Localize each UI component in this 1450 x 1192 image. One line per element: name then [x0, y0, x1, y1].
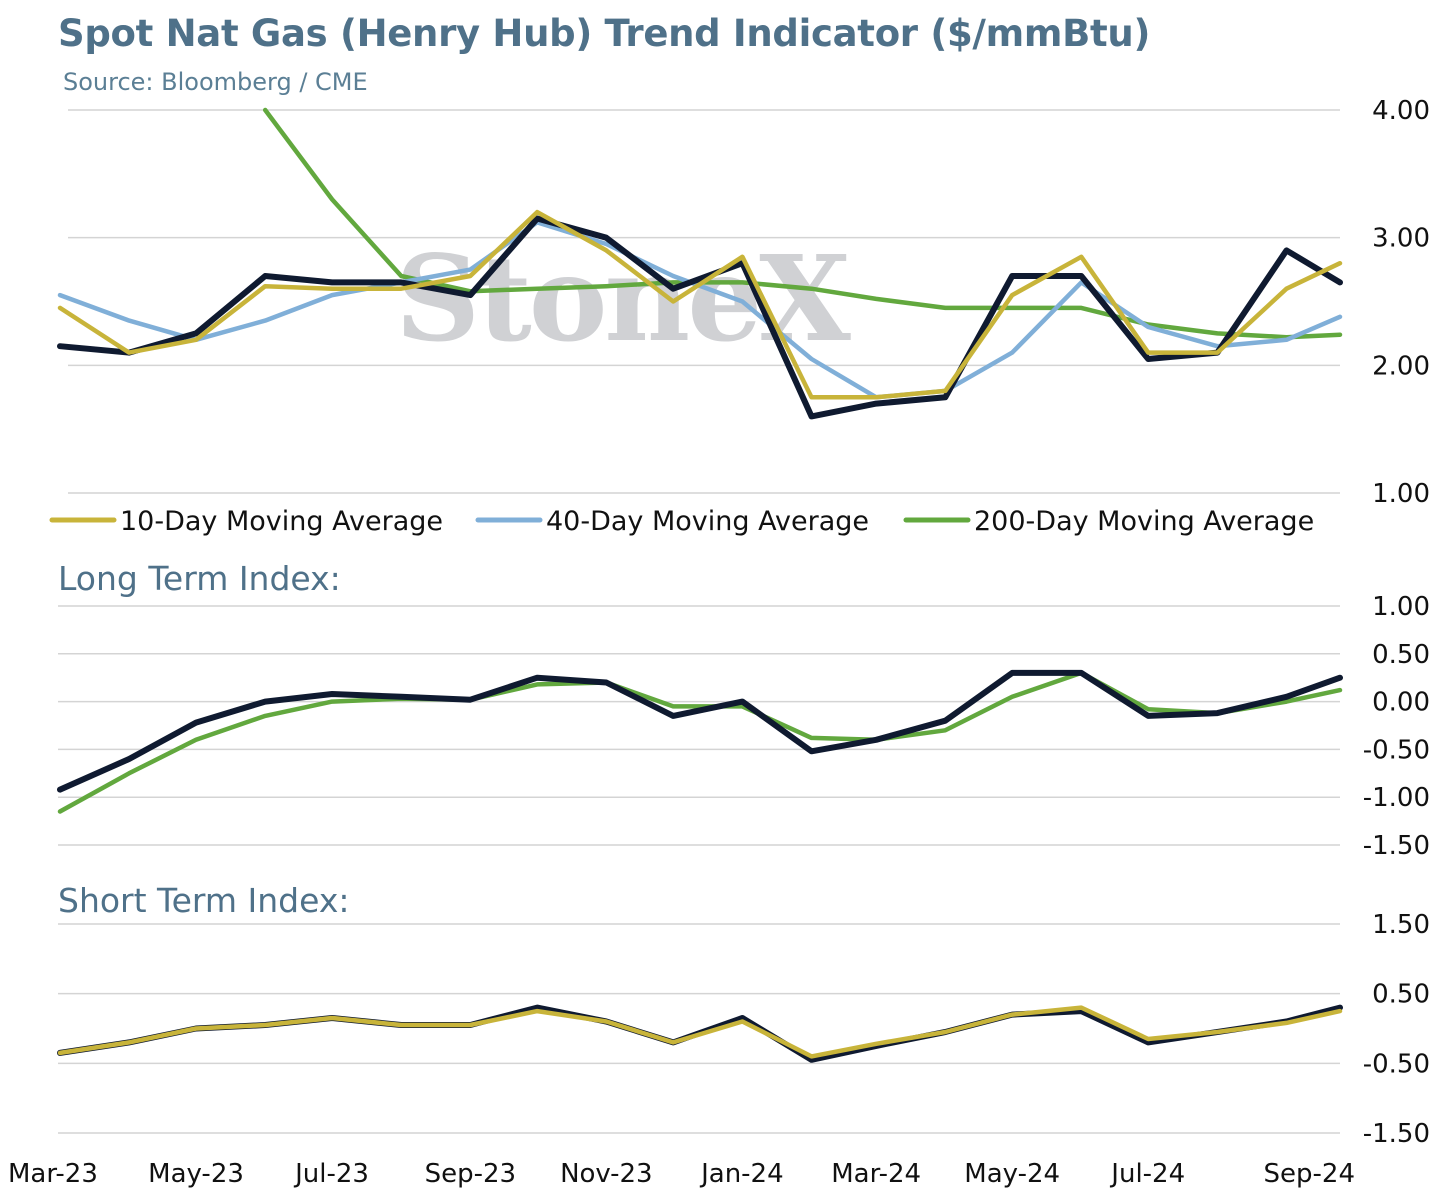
x-tick-label: Nov-23	[560, 1159, 653, 1189]
0-ma10-line	[57, 209, 1343, 400]
y-tick-label: 0.00	[1372, 688, 1430, 718]
y-tick-label: 2.00	[1372, 351, 1430, 381]
x-tick-label: Jul-23	[293, 1159, 369, 1189]
x-tick-label: Jul-24	[1109, 1159, 1185, 1189]
y-tick-label: 1.00	[1372, 592, 1430, 622]
source-note: Source: Bloomberg / CME	[63, 68, 368, 96]
x-tick-label: May-24	[964, 1159, 1060, 1189]
legend-label: 200-Day Moving Average	[974, 506, 1314, 537]
price-legend: 10-Day Moving Average 40-Day Moving Avera…	[49, 506, 1314, 537]
0-ma40-line	[57, 220, 1343, 400]
x-tick-label: Sep-24	[1264, 1159, 1355, 1189]
legend-label: 40-Day Moving Average	[546, 506, 869, 537]
0-spot-line	[57, 215, 1343, 420]
page-title: Spot Nat Gas (Henry Hub) Trend Indicator…	[58, 12, 1151, 55]
long-term-panel-title: Long Term Index:	[58, 559, 341, 598]
y-tick-label: 3.00	[1372, 224, 1430, 254]
y-tick-label: -0.50	[1363, 1049, 1430, 1079]
legend-label: 10-Day Moving Average	[120, 506, 443, 537]
y-tick-label: 0.50	[1372, 640, 1430, 670]
x-tick-label: Jan-24	[699, 1159, 784, 1189]
x-axis-tick-labels: Mar-23 May-23 Jul-23 Sep-23 Nov-23 Jan-24 Mar-…	[8, 1159, 1355, 1189]
price-panel-grid: 1.00 2.00 3.00 4.00	[68, 96, 1430, 509]
y-tick-label: -1.50	[1363, 831, 1430, 861]
1-ma200-line	[57, 670, 1343, 814]
x-tick-label: Mar-24	[831, 1159, 921, 1189]
y-tick-label: -1.00	[1363, 783, 1430, 813]
price-panel-series	[57, 107, 1343, 420]
short-term-panel-series	[57, 1004, 1343, 1063]
2-ma10-line	[57, 1005, 1343, 1059]
y-tick-label: -0.50	[1363, 735, 1430, 765]
y-tick-label: 1.50	[1372, 910, 1430, 940]
1-spot-line	[57, 669, 1343, 793]
x-tick-label: Sep-23	[425, 1159, 516, 1189]
short-term-panel-title: Short Term Index:	[58, 881, 350, 920]
0-ma200-line	[262, 107, 1343, 340]
y-tick-label: 1.00	[1372, 479, 1430, 509]
y-tick-label: 0.50	[1372, 980, 1430, 1010]
long-term-panel-grid: 1.00 0.50 0.00 -0.50 -1.00 -1.50	[58, 592, 1430, 861]
x-tick-label: May-23	[148, 1159, 244, 1189]
short-term-panel-grid: 1.50 0.50 -0.50 -1.50	[58, 910, 1430, 1149]
x-tick-label: Mar-23	[8, 1159, 98, 1189]
y-tick-label: -1.50	[1363, 1119, 1430, 1149]
y-tick-label: 4.00	[1372, 96, 1430, 126]
long-term-panel-series	[57, 669, 1343, 814]
